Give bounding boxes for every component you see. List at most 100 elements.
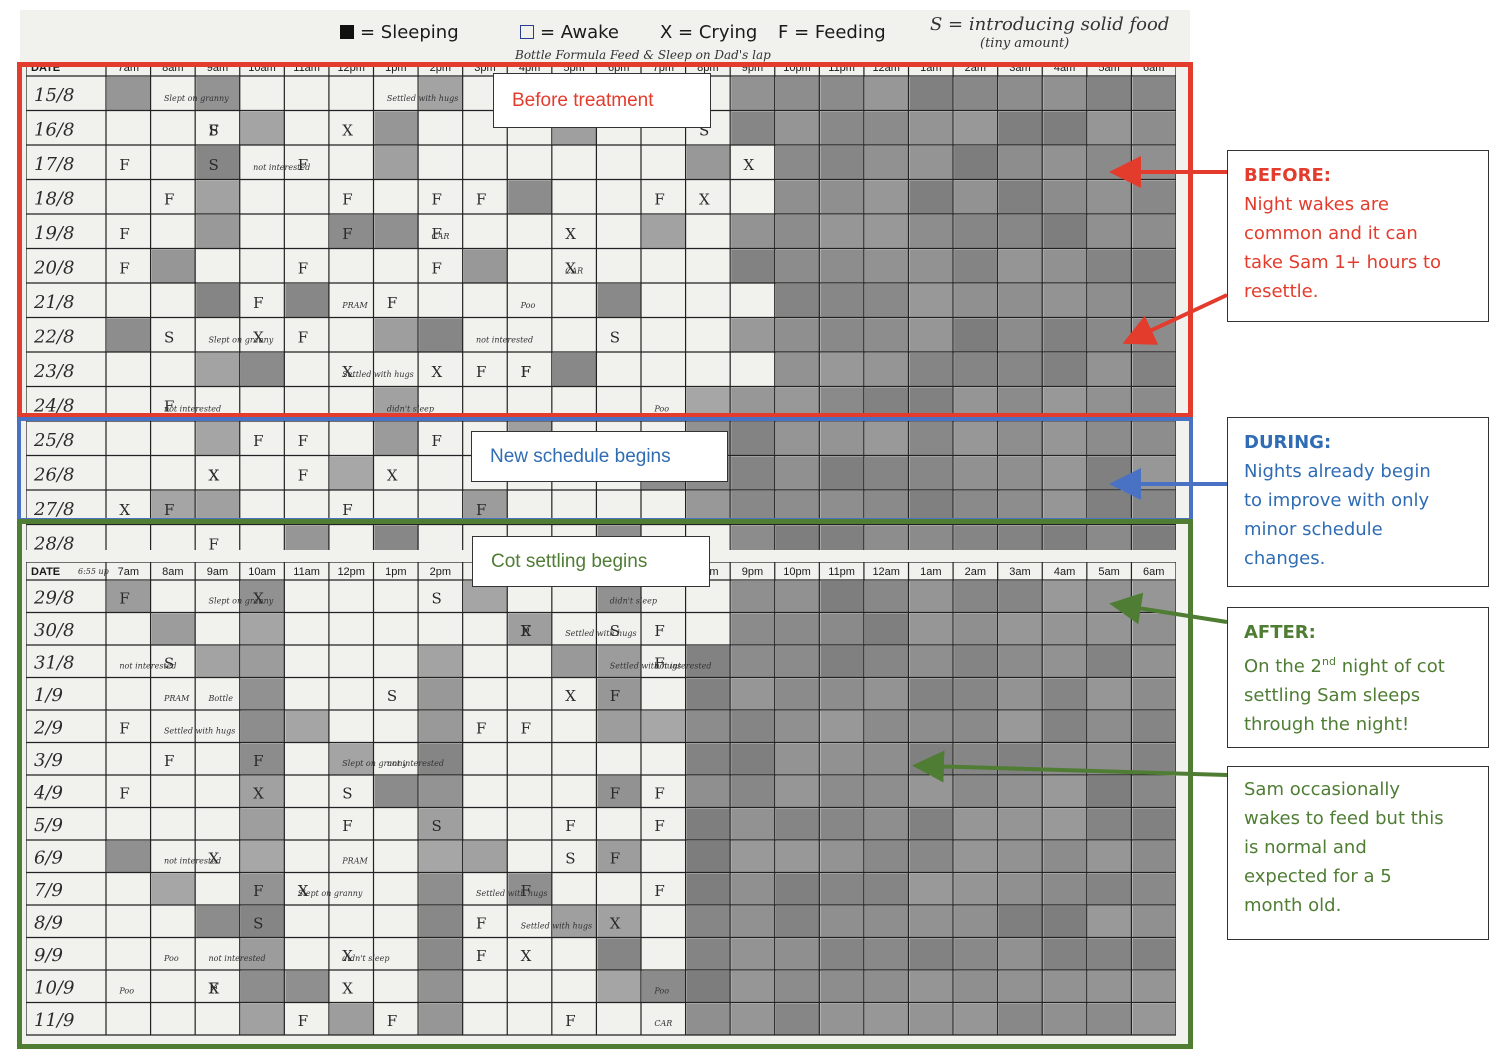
sleep-cell xyxy=(954,1003,998,1035)
hour-column-header: 5am xyxy=(1098,64,1119,74)
hour-column-header: 12pm xyxy=(337,566,365,578)
sleep-cell xyxy=(998,456,1043,490)
sleep-cell xyxy=(864,873,909,905)
feeding-note-line: month old. xyxy=(1244,895,1342,916)
sleep-cell xyxy=(1087,422,1132,456)
sleep-cell xyxy=(954,249,998,283)
sleep-cell xyxy=(1132,938,1176,970)
sleep-cell xyxy=(419,971,463,1003)
sleep-cell xyxy=(909,318,954,352)
sleep-cell xyxy=(1087,249,1132,283)
handwritten-mark: F xyxy=(119,259,129,277)
handwritten-mark: Settled with hugs xyxy=(387,94,458,103)
sleep-cell xyxy=(597,678,641,710)
wake-time-note: 6:55 up xyxy=(78,567,109,576)
sleep-cell xyxy=(1132,77,1176,111)
sleep-cell xyxy=(374,318,419,352)
hour-column-header: 11pm xyxy=(828,64,855,74)
sleep-cell xyxy=(909,971,954,1003)
sleep-cell xyxy=(954,971,998,1003)
sleep-cell xyxy=(731,613,775,645)
sleep-cell xyxy=(820,146,864,180)
sleep-cell xyxy=(597,284,641,318)
sleep-cell xyxy=(1087,938,1132,970)
sleep-cell xyxy=(240,581,285,613)
sleep-cell xyxy=(196,422,240,456)
sleep-cell xyxy=(419,646,463,678)
sleep-cell xyxy=(597,646,641,678)
sleep-cell xyxy=(954,646,998,678)
sleep-cell xyxy=(1043,646,1087,678)
handwritten-mark: Slept on granny xyxy=(164,94,229,103)
sleep-cell xyxy=(329,743,374,775)
sleep-cell xyxy=(820,646,864,678)
sleep-cell xyxy=(820,808,864,840)
after-note-line: On the 2nd night of cot xyxy=(1244,655,1445,677)
handwritten-mark: F xyxy=(342,225,352,243)
sleep-cell xyxy=(909,646,954,678)
sleep-cell xyxy=(820,711,864,743)
sleep-cell xyxy=(820,841,864,873)
sleep-cell xyxy=(240,938,285,970)
sleep-cell xyxy=(864,841,909,873)
date-row-label: 15/8 xyxy=(34,85,74,106)
date-row-label: 5/9 xyxy=(34,815,63,836)
sleep-cell xyxy=(864,1003,909,1035)
sleep-cell xyxy=(775,841,820,873)
handwritten-mark: F xyxy=(654,654,664,672)
handwritten-mark: S xyxy=(164,654,174,672)
sleep-cell xyxy=(820,422,864,456)
handwritten-mark: Slept on granny xyxy=(342,759,407,768)
handwritten-mark: not interested xyxy=(253,163,310,172)
hour-column-header: 11pm xyxy=(828,566,855,578)
handwritten-mark: Poo xyxy=(163,954,179,963)
sleep-cell xyxy=(1043,971,1087,1003)
cot-settling-frame xyxy=(17,519,1193,1049)
handwritten-mark: Settled with hugs xyxy=(610,661,681,670)
sleep-cell xyxy=(909,284,954,318)
sleep-cell xyxy=(1043,111,1087,145)
handwritten-mark: X xyxy=(744,156,755,174)
handwritten-mark: F xyxy=(431,225,441,243)
sleep-cell xyxy=(909,456,954,490)
sleep-cell xyxy=(1132,711,1176,743)
sleep-cell xyxy=(909,1003,954,1035)
sleep-cell xyxy=(820,1003,864,1035)
date-row-label: 26/8 xyxy=(33,464,74,485)
sleeping-swatch-icon xyxy=(340,25,354,39)
hour-column-header: 12am xyxy=(872,64,900,74)
date-row-label: 7/9 xyxy=(34,880,63,901)
handwritten-mark: Poo xyxy=(520,301,536,310)
date-column-header: DATE xyxy=(31,64,60,74)
after-note-line: through the night! xyxy=(1244,714,1410,735)
sleep-cell xyxy=(731,971,775,1003)
handwritten-mark: not interested xyxy=(164,404,221,413)
sleep-cell xyxy=(1043,808,1087,840)
sleep-cell xyxy=(196,180,240,214)
sleep-cell xyxy=(909,581,954,613)
sleep-cell xyxy=(1043,318,1087,352)
sleep-cell xyxy=(107,318,151,352)
sleep-cell xyxy=(998,938,1043,970)
awake-swatch-icon xyxy=(520,25,534,39)
sleep-cell xyxy=(552,353,597,387)
sleep-cell xyxy=(1132,678,1176,710)
sleep-cell xyxy=(196,353,240,387)
sleep-cell xyxy=(864,180,909,214)
before-note-title: BEFORE: xyxy=(1244,165,1331,186)
handwritten-mark: S xyxy=(342,784,352,802)
hour-column-header: 4am xyxy=(1054,566,1075,578)
sleep-cell xyxy=(285,284,329,318)
sleep-cell xyxy=(686,841,731,873)
sleep-cell xyxy=(954,938,998,970)
handwritten-mark: X xyxy=(209,466,220,484)
legend-bottle-note: Bottle Formula Feed & Sleep on Dad's lap xyxy=(515,48,771,62)
sleep-cell xyxy=(731,77,775,111)
sleep-cell xyxy=(1132,284,1176,318)
sleep-cell xyxy=(909,525,954,550)
sleep-cell xyxy=(1132,525,1176,550)
date-row-label: 11/9 xyxy=(34,1010,74,1031)
handwritten-mark: F xyxy=(119,225,129,243)
handwritten-mark: F xyxy=(476,947,486,965)
handwritten-mark: Poo xyxy=(653,986,669,995)
